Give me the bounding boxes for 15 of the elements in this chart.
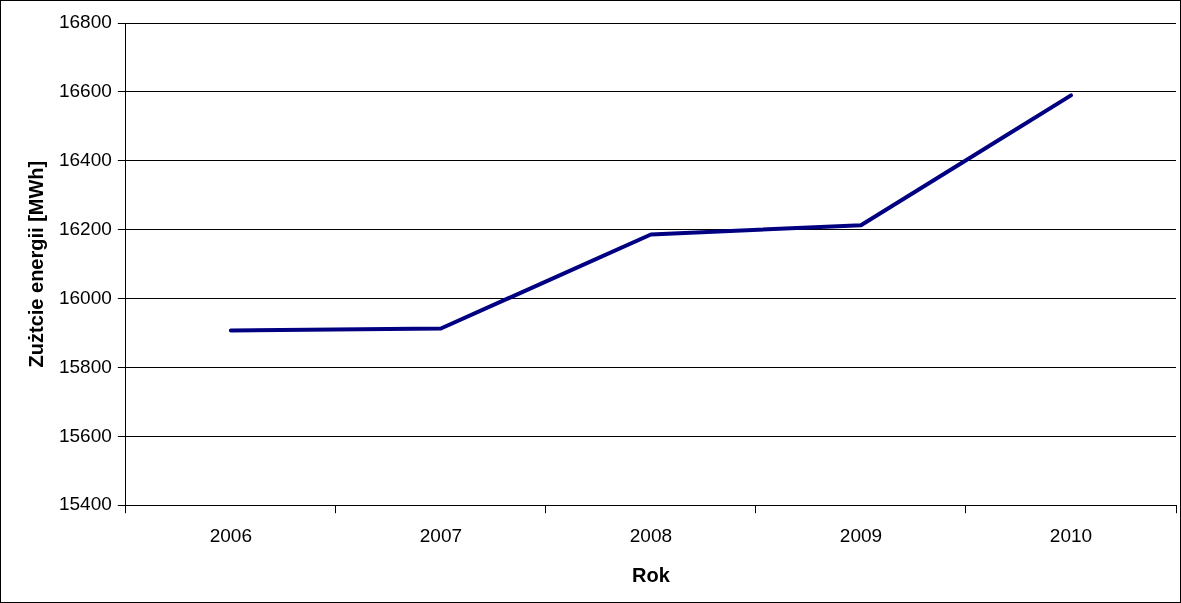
y-tick-label: 16200 (58, 217, 112, 239)
x-tick-label: 2010 (1049, 524, 1093, 546)
x-axis-title: Rok (632, 563, 671, 586)
y-tick-label: 15600 (58, 424, 112, 446)
y-tick-label: 15400 (58, 493, 112, 515)
y-tick-label: 16400 (58, 149, 112, 171)
y-tick-label: 16800 (58, 11, 112, 33)
y-axis-title: Zużtcie energii [MWh] (24, 160, 47, 368)
y-tick-label: 16000 (58, 286, 112, 308)
x-tick-label: 2007 (419, 524, 463, 546)
x-tick-label: 2006 (209, 524, 252, 546)
y-tick-label: 15800 (58, 355, 112, 377)
y-tick-label: 16600 (58, 80, 112, 102)
x-tick-label: 2009 (839, 524, 883, 546)
x-tick-label: 2008 (629, 524, 673, 546)
